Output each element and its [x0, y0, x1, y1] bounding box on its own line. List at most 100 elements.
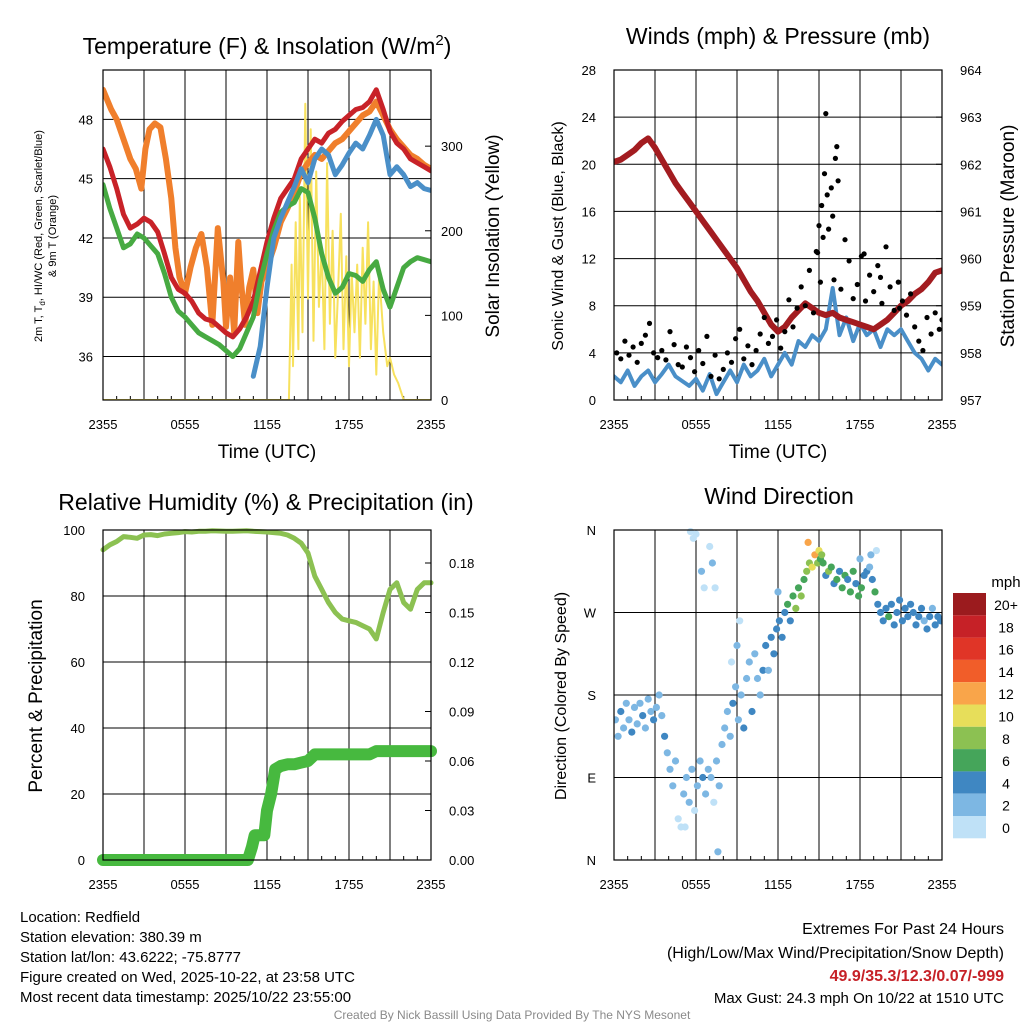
colorbar-swatch	[953, 771, 986, 794]
direction-point	[706, 542, 714, 551]
y2-tick-label: 964	[960, 63, 982, 78]
humidity-panel: Relative Humidity (%) & Precipitation (i…	[26, 489, 474, 892]
x-tick-label: 1755	[335, 877, 364, 892]
y-tick-label: 48	[79, 112, 93, 127]
gust-point	[831, 277, 837, 283]
direction-point	[926, 613, 934, 621]
direction-point	[928, 604, 937, 613]
series-2m-t	[103, 87, 431, 340]
gust-point	[630, 344, 636, 350]
gust-point	[819, 202, 825, 209]
y2-tick-label: 0.00	[449, 853, 474, 868]
temperature-xlabel: Time (UTC)	[218, 442, 317, 463]
direction-point	[915, 613, 923, 621]
y-tick-label: 42	[79, 231, 93, 246]
direction-point	[748, 707, 756, 716]
y-tick-label: 80	[71, 589, 85, 604]
gust-point	[790, 324, 796, 330]
humidity-ylabel: Percent & Precipitation	[26, 599, 47, 792]
direction-point	[764, 666, 773, 674]
y-tick-label: N	[587, 853, 596, 868]
gust-point	[936, 326, 942, 332]
direction-point	[650, 716, 658, 724]
direction-point	[781, 608, 789, 617]
colorbar-swatch	[953, 682, 986, 705]
direction-point	[827, 563, 835, 571]
plot-border	[613, 529, 943, 861]
gust-point	[687, 355, 694, 361]
series-relative-humidity	[100, 528, 434, 642]
direction-point	[711, 584, 719, 592]
direction-point	[691, 806, 699, 815]
direction-point	[625, 716, 633, 724]
wind-direction-ylabel: Direction (Colored By Speed)	[553, 592, 570, 800]
winds-y2label: Station Pressure (Maroon)	[998, 125, 1019, 348]
y2-tick-label: 957	[960, 393, 982, 408]
gust-point	[903, 312, 910, 318]
direction-point	[774, 588, 782, 596]
wind-direction-panel: Wind Direction 2355 0555 1155 1755 2355 N E S W N…	[553, 483, 1021, 892]
temperature-ylabel-line2: & 9m T (Orange)	[47, 195, 59, 277]
gust-point	[939, 317, 942, 323]
y2-tick-label: 0.12	[449, 655, 474, 670]
footer-elevation: Station elevation: 380.39 m	[20, 929, 202, 946]
gust-point	[655, 355, 661, 361]
direction-point	[708, 559, 717, 567]
direction-point	[800, 575, 808, 584]
direction-point	[937, 617, 942, 625]
colorbar-label: 0	[1002, 820, 1010, 836]
gust-point	[638, 340, 644, 346]
winds-xlabel: Time (UTC)	[729, 442, 828, 463]
y2-tick-label: 200	[441, 224, 463, 239]
direction-point	[773, 625, 781, 633]
winds-title: Winds (mph) & Pressure (mb)	[626, 23, 930, 49]
colorbar-label: 10	[998, 709, 1014, 725]
plot-border	[102, 529, 432, 861]
direction-point	[872, 547, 881, 555]
series-hi-wc	[250, 116, 431, 379]
x-tick-label: 2355	[89, 877, 118, 892]
gust-point	[733, 336, 739, 342]
direction-point	[855, 592, 863, 600]
direction-point	[652, 703, 661, 712]
y2-tick-label: 0	[441, 393, 448, 408]
winds-panel: Winds (mph) & Pressure (mb) 2355 0555 1155…	[550, 23, 1019, 463]
direction-point	[696, 757, 704, 765]
series-group	[614, 528, 942, 856]
colorbar-label: 4	[1002, 775, 1010, 791]
gust-point	[769, 333, 776, 339]
gust-point	[786, 297, 792, 303]
gust-point	[663, 357, 669, 363]
gust-point	[618, 356, 624, 362]
x-tick-label: 1155	[764, 877, 792, 892]
y-tick-label: 20	[582, 157, 596, 172]
colorbar-label: 16	[998, 642, 1014, 658]
direction-point	[680, 790, 688, 798]
y-tick-label: 100	[63, 523, 85, 538]
direction-point	[912, 621, 920, 629]
direction-point	[685, 798, 693, 806]
y-tick-label: 8	[589, 299, 596, 314]
direction-point	[647, 707, 655, 716]
direction-point	[740, 724, 748, 732]
direction-point	[866, 563, 874, 571]
y2-tick-label: 0.09	[449, 705, 474, 720]
gust-point	[757, 331, 763, 337]
x-tick-label: 1755	[846, 877, 875, 892]
direction-point	[838, 584, 846, 592]
gust-point	[932, 310, 938, 316]
gust-point	[832, 155, 839, 161]
direction-point	[876, 608, 885, 617]
direction-point	[767, 633, 775, 641]
direction-point	[770, 650, 778, 658]
direction-point	[849, 567, 857, 575]
gust-point	[862, 298, 869, 304]
series-precipitation	[97, 745, 437, 866]
gust-point	[879, 300, 885, 306]
direction-point	[846, 588, 855, 596]
direction-point	[721, 724, 729, 732]
gust-point	[920, 347, 926, 354]
gust-point	[924, 314, 930, 321]
gust-point	[817, 279, 824, 285]
